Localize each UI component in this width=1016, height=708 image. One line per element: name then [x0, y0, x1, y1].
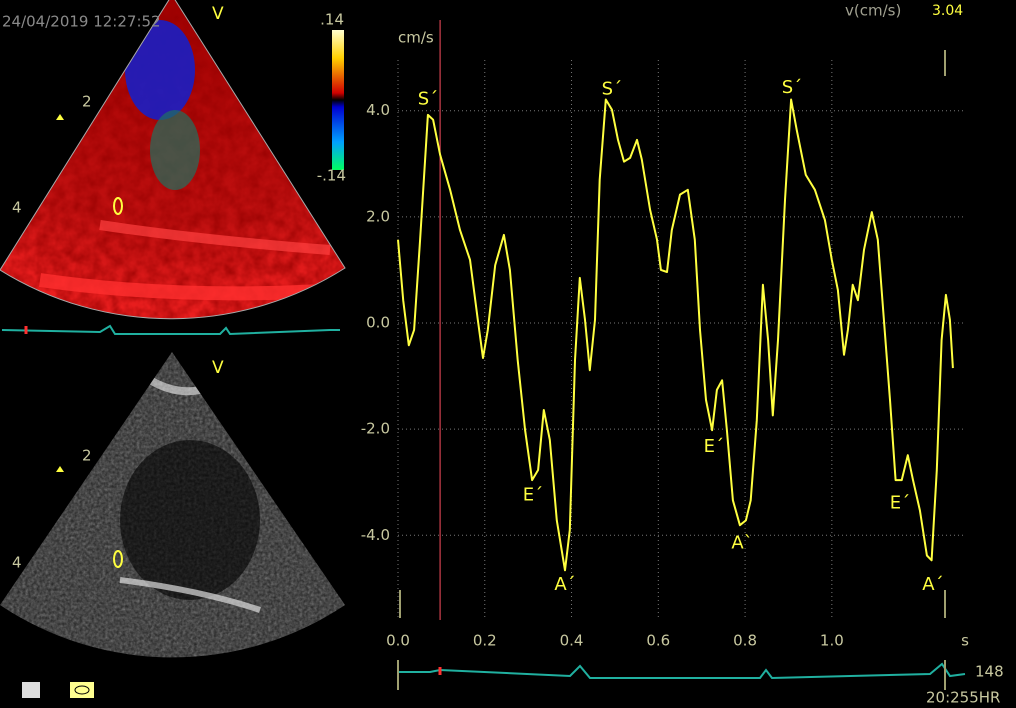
focus-marker [113, 550, 123, 568]
depth-label: 4 [12, 554, 22, 572]
readout-value: 3.04 [932, 3, 963, 19]
x-tick-label: 0.4 [560, 632, 584, 650]
heart-rate-label: 20:255HR [926, 689, 1000, 707]
ecg-trace [398, 662, 966, 680]
roi-icon[interactable] [70, 682, 94, 698]
annotation: S´ [418, 89, 438, 110]
timestamp: 24/04/2019 12:27:52 [2, 13, 161, 31]
ecg-trace [1, 324, 340, 336]
x-axis-label: s [961, 632, 969, 650]
focus-marker [113, 197, 123, 215]
x-tick-label: 0.0 [386, 632, 410, 650]
x-tick-label: 0.8 [733, 632, 757, 650]
orientation: V [212, 4, 224, 24]
heart-rate: 148 [975, 663, 1004, 681]
annotation: E´ [523, 485, 543, 506]
y-axis-label: cm/s [398, 29, 434, 47]
x-tick-label: 0.6 [646, 632, 670, 650]
bmode-image [0, 352, 345, 658]
depth-label: 4 [12, 199, 22, 217]
doppler-image [0, 0, 345, 319]
scale-min: -.14 [317, 167, 346, 185]
annotation: E´ [890, 492, 910, 513]
annotation: A´ [554, 574, 575, 595]
y-tick-label: 0.0 [366, 314, 390, 332]
annotation: S´ [602, 78, 622, 99]
scale-max: .14 [320, 11, 344, 29]
annotation: E´ [704, 436, 724, 457]
velocity-chart: cm/s s -4.0 -2.0 0.0 2.0 4.0 0.0 0.2 0.4 0.6 0.8 1… [361, 20, 969, 650]
y-tick-label: -4.0 [361, 526, 390, 544]
y-tick-label: 4.0 [366, 101, 390, 119]
color-bar [332, 30, 344, 170]
focus-arrow [56, 466, 64, 472]
focus-arrow [56, 114, 64, 120]
velocity-line [397, 98, 954, 572]
x-tick-label: 1.0 [820, 632, 844, 650]
y-tick-label: 2.0 [366, 207, 390, 225]
x-tick-label: 0.2 [473, 632, 497, 650]
annotation: S´ [782, 77, 802, 98]
readout-label: v(cm/s) [845, 2, 901, 20]
annotation: A´ [922, 574, 943, 595]
depth-label: 2 [82, 93, 92, 111]
y-tick-label: -2.0 [361, 420, 390, 438]
annotation: A` [731, 532, 752, 553]
pen-icon[interactable] [22, 682, 40, 698]
sector-outline [0, 0, 346, 320]
depth-label: 2 [82, 447, 92, 465]
orientation: V [212, 358, 224, 378]
roi-icon-shape [74, 685, 90, 695]
